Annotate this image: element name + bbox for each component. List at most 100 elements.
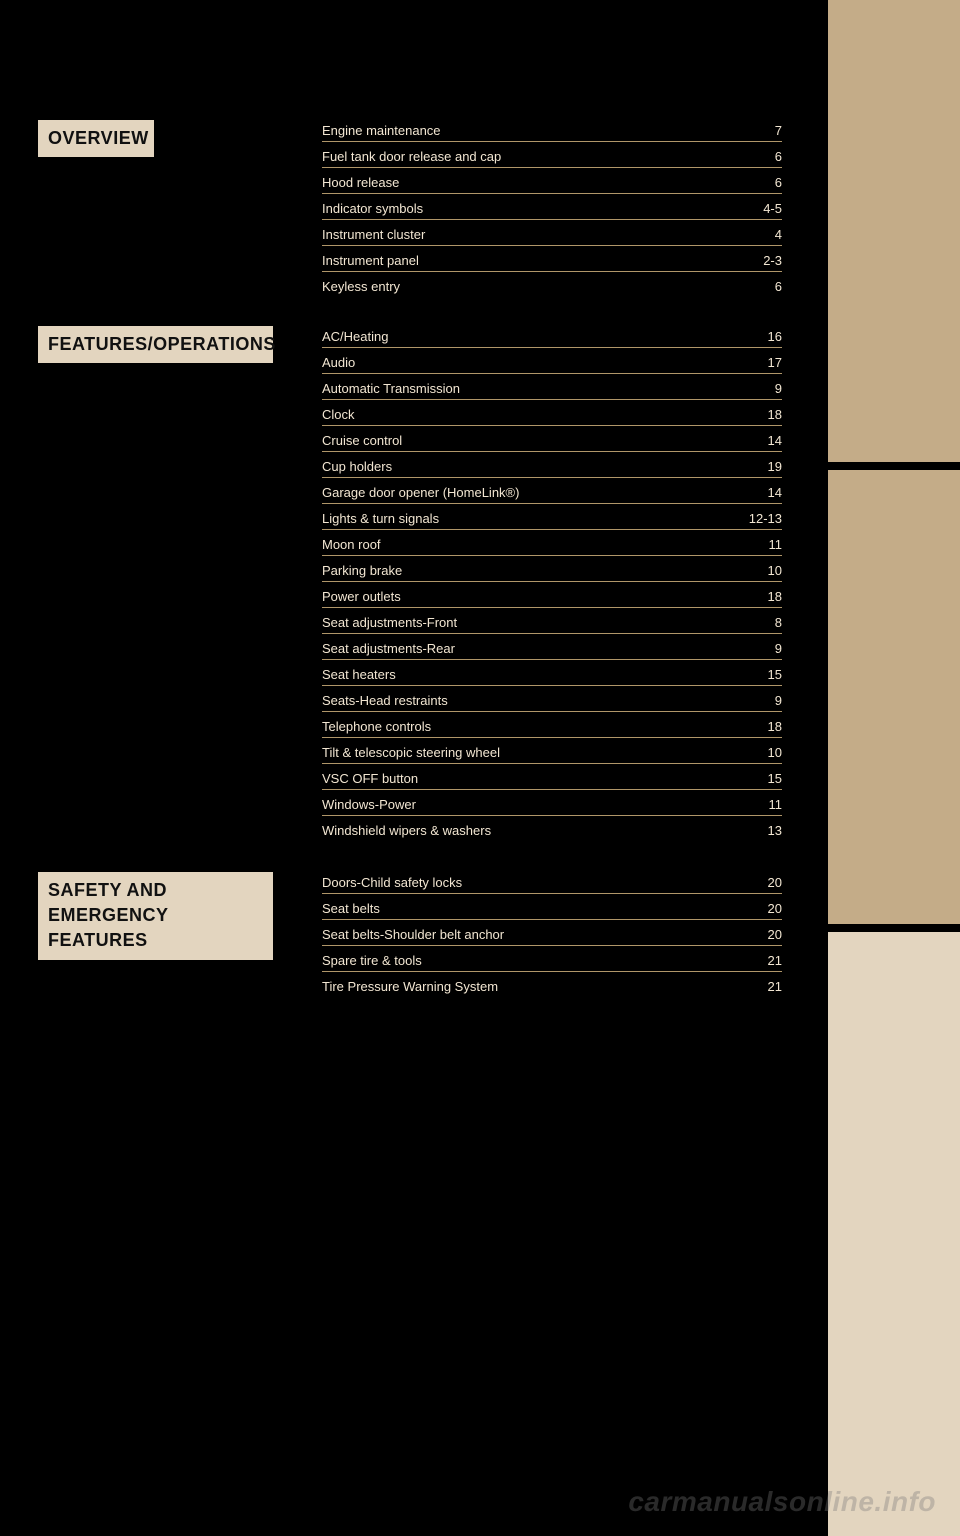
toc-row: Seat heaters15 — [322, 660, 782, 686]
toc-row-page: 6 — [775, 279, 782, 297]
toc-row: Power outlets 18 — [322, 582, 782, 608]
toc-row-page: 18 — [768, 589, 782, 607]
toc-row-page: 20 — [768, 875, 782, 893]
toc-row-page: 21 — [768, 979, 782, 997]
toc-row-title: Automatic Transmission — [322, 381, 460, 399]
toc-row-title: Indicator symbols — [322, 201, 423, 219]
toc-row-page: 11 — [769, 537, 783, 555]
toc-row-title: Engine maintenance — [322, 123, 441, 141]
toc-row: Keyless entry 6 — [322, 272, 782, 297]
toc-row-page: 17 — [768, 355, 782, 373]
toc-row-page: 20 — [768, 901, 782, 919]
toc-row-page: 9 — [775, 641, 782, 659]
toc-row: Hood release6 — [322, 168, 782, 194]
toc-row-page: 9 — [775, 381, 782, 399]
toc-row-title: Telephone controls — [322, 719, 431, 737]
toc-row: Tilt & telescopic steering wheel10 — [322, 738, 782, 764]
toc-row-title: Instrument cluster — [322, 227, 425, 245]
toc-row-title: Seats-Head restraints — [322, 693, 448, 711]
toc-row-title: Audio — [322, 355, 355, 373]
toc-row: Instrument panel 2-3 — [322, 246, 782, 272]
side-tab-overview — [828, 0, 960, 462]
toc-row: Telephone controls 18 — [322, 712, 782, 738]
toc-row: Seats-Head restraints 9 — [322, 686, 782, 712]
toc-row: VSC OFF button 15 — [322, 764, 782, 790]
toc-row-page: 21 — [768, 953, 782, 971]
toc-safety: Doors-Child safety locks20Seat belts20Se… — [322, 868, 782, 997]
toc-row-page: 11 — [769, 797, 783, 815]
toc-row-title: Lights & turn signals — [322, 511, 439, 529]
toc-row-page: 10 — [768, 563, 782, 581]
toc-row-page: 20 — [768, 927, 782, 945]
toc-row-page: 18 — [768, 407, 782, 425]
toc-row: Windshield wipers & washers 13 — [322, 816, 782, 841]
toc-features: AC/Heating16Audio17Automatic Transmissio… — [322, 322, 782, 841]
toc-row-page: 4 — [775, 227, 782, 245]
safety-line1: SAFETY AND — [48, 880, 167, 900]
toc-row: Seat belts20 — [322, 894, 782, 920]
toc-row: Indicator symbols 4-5 — [322, 194, 782, 220]
toc-row-title: Power outlets — [322, 589, 401, 607]
safety-line2: EMERGENCY FEATURES — [48, 905, 168, 950]
toc-row-page: 13 — [768, 823, 782, 841]
toc-row-page: 16 — [768, 329, 782, 347]
section-label-overview: OVERVIEW — [38, 120, 154, 157]
toc-overview: Engine maintenance7Fuel tank door releas… — [322, 116, 782, 297]
toc-row-page: 15 — [768, 771, 782, 789]
toc-row: Garage door opener (HomeLink®) 14 — [322, 478, 782, 504]
toc-row-title: Seat adjustments-Front — [322, 615, 457, 633]
side-tab-safety — [828, 932, 960, 1536]
toc-row-page: 14 — [768, 433, 782, 451]
toc-row: Instrument cluster 4 — [322, 220, 782, 246]
toc-row: Seat adjustments-Front8 — [322, 608, 782, 634]
toc-row-title: Tire Pressure Warning System — [322, 979, 498, 997]
side-tab-features — [828, 470, 960, 924]
toc-row-title: Spare tire & tools — [322, 953, 422, 971]
toc-row-title: Clock — [322, 407, 355, 425]
toc-row-title: VSC OFF button — [322, 771, 418, 789]
toc-row-title: Seat belts-Shoulder belt anchor — [322, 927, 504, 945]
toc-row-page: 4-5 — [763, 201, 782, 219]
toc-row-page: 2-3 — [763, 253, 782, 271]
toc-row-title: Instrument panel — [322, 253, 419, 271]
toc-row-title: Parking brake — [322, 563, 402, 581]
toc-row-title: Keyless entry — [322, 279, 400, 297]
toc-row: Windows-Power11 — [322, 790, 782, 816]
toc-row: Automatic Transmission 9 — [322, 374, 782, 400]
toc-row-page: 6 — [775, 175, 782, 193]
toc-row-page: 19 — [768, 459, 782, 477]
toc-row-page: 9 — [775, 693, 782, 711]
toc-row-title: Windshield wipers & washers — [322, 823, 491, 841]
toc-row: Seat adjustments-Rear9 — [322, 634, 782, 660]
toc-row: Doors-Child safety locks 20 — [322, 868, 782, 894]
toc-row: Clock 18 — [322, 400, 782, 426]
side-tab-divider-2 — [828, 924, 960, 932]
section-label-safety: SAFETY AND EMERGENCY FEATURES — [38, 872, 273, 960]
toc-row-title: AC/Heating — [322, 329, 388, 347]
toc-row: Fuel tank door release and cap 6 — [322, 142, 782, 168]
toc-row-title: Garage door opener (HomeLink®) — [322, 485, 519, 503]
toc-row: Spare tire & tools 21 — [322, 946, 782, 972]
toc-row-title: Tilt & telescopic steering wheel — [322, 745, 500, 763]
toc-row: Parking brake 10 — [322, 556, 782, 582]
toc-row: Seat belts-Shoulder belt anchor 20 — [322, 920, 782, 946]
toc-row-page: 7 — [775, 123, 782, 141]
toc-row: AC/Heating 16 — [322, 322, 782, 348]
section-label-features: FEATURES/OPERATIONS — [38, 326, 273, 363]
toc-row: Engine maintenance 7 — [322, 116, 782, 142]
toc-row-page: 6 — [775, 149, 782, 167]
toc-row: Audio 17 — [322, 348, 782, 374]
main-content-area: OVERVIEW FEATURES/OPERATIONS SAFETY AND … — [0, 0, 828, 1536]
toc-row-title: Doors-Child safety locks — [322, 875, 462, 893]
toc-row: Cruise control 14 — [322, 426, 782, 452]
side-tab-divider-1 — [828, 462, 960, 470]
toc-row-page: 15 — [768, 667, 782, 685]
toc-row-title: Cruise control — [322, 433, 402, 451]
toc-row-title: Fuel tank door release and cap — [322, 149, 501, 167]
toc-row: Moon roof 11 — [322, 530, 782, 556]
toc-row-page: 12-13 — [749, 511, 782, 529]
toc-row-page: 14 — [768, 485, 782, 503]
toc-row-title: Moon roof — [322, 537, 381, 555]
toc-row: Cup holders19 — [322, 452, 782, 478]
toc-row-page: 18 — [768, 719, 782, 737]
